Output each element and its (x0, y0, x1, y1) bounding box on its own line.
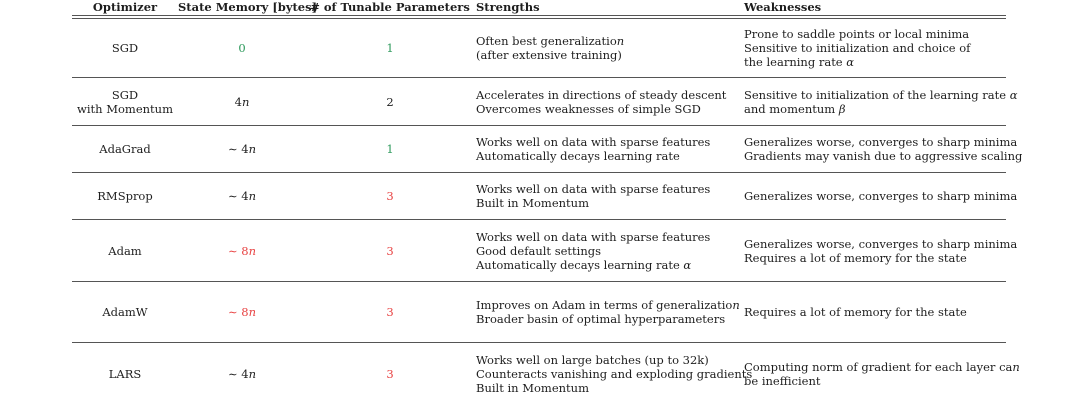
row-separator (72, 125, 1006, 126)
tunable-parameters-value: 1 (386, 142, 394, 156)
weaknesses-text-line: Computing norm of gradient for each laye… (744, 360, 1020, 374)
strengths-text-line: Counteracts vanishing and exploding grad… (476, 367, 753, 381)
strengths-text-line: Automatically decays learning rate α (476, 258, 692, 272)
strengths-text-line: (after extensive training) (476, 48, 622, 62)
strengths-text-line: Automatically decays learning rate (476, 149, 680, 163)
weaknesses-text-line: Generalizes worse, converges to sharp mi… (744, 237, 1018, 251)
optimizer-name-line: Adam (108, 244, 142, 258)
table-row: SGD with Momentum 4n 2 Accelerates in direct… (72, 78, 1017, 125)
row-separator (72, 219, 1006, 220)
tunable-parameters-value: 3 (386, 305, 394, 319)
table-row: RMSprop ∼ 4n 3 Works well on data with spar… (72, 173, 1017, 219)
strengths-text-line: Built in Momentum (476, 381, 589, 395)
optimizer-name-line: LARS (108, 367, 142, 381)
optimizer-name: SGD (72, 41, 178, 55)
strengths-text-line: Broader basin of optimal hyperparameters (476, 312, 726, 326)
weaknesses-text: Prone to saddle points or local minima Se… (744, 27, 970, 69)
optimizer-name: AdaGrad (72, 142, 178, 156)
state-memory-value: 0 (238, 41, 246, 55)
optimizer-name-line: with Momentum (77, 102, 173, 116)
optimizer-name: LARS (72, 367, 178, 381)
table-row: Adam ∼ 8n 3 Works well on data with sparse … (72, 220, 1017, 281)
optimizer-name-line: SGD (111, 41, 139, 55)
table-row: LARS ∼ 4n 3 Works well on large batches (up… (72, 343, 1020, 405)
weaknesses-text: Generalizes worse, converges to sharp mi… (744, 237, 1017, 265)
optimizer-name: AdamW (72, 305, 178, 319)
weaknesses-text: Sensitive to initialization of the learn… (744, 88, 1018, 116)
state-memory-value: ∼ 8n (227, 305, 257, 319)
weaknesses-text: Generalizes worse, converges to sharp mi… (744, 135, 1022, 163)
strengths-text-line: Improves on Adam in terms of generalizat… (476, 298, 740, 312)
table-row: AdaGrad ∼ 4n 1 Works well on data with spa… (72, 126, 1022, 172)
row-separator (72, 281, 1006, 282)
state-memory-value: 4n (234, 95, 250, 109)
tunable-parameters-value: 3 (386, 244, 394, 258)
state-memory-value: ∼ 4n (227, 142, 257, 156)
strengths-text: Improves on Adam in terms of generalizat… (476, 298, 740, 326)
tunable-parameters-value: 2 (386, 95, 394, 109)
optimizer-comparison-table: Optimizer State Memory [bytes] # of Tuna… (72, 0, 1022, 405)
header-rule-bottom (72, 18, 1006, 19)
weaknesses-text-line: the learning rate α (744, 55, 855, 69)
optimizer-name-line: AdamW (102, 305, 148, 319)
strengths-text-line: Works well on data with sparse features (476, 230, 711, 244)
optimizer-name: RMSprop (72, 189, 178, 203)
header-tunable-parameters: # of Tunable Parameters (310, 0, 470, 14)
strengths-text: Accelerates in directions of steady desc… (476, 88, 726, 116)
optimizer-name: Adam (72, 244, 178, 258)
strengths-text-line: Works well on large batches (up to 32k) (476, 353, 709, 367)
table-row: SGD 0 1 Often best generalization (after ext… (72, 19, 1006, 77)
weaknesses-text-line: Requires a lot of memory for the state (744, 251, 967, 265)
strengths-text: Works well on data with sparse features B… (476, 182, 710, 210)
header-state-memory: State Memory [bytes] (178, 0, 318, 14)
weaknesses-text-line: Sensitive to initialization and choice o… (744, 41, 971, 55)
strengths-text: Often best generalization (after extensiv… (476, 34, 624, 62)
weaknesses-text-line: Prone to saddle points or local minima (744, 27, 970, 41)
tunable-parameters-value: 1 (386, 41, 394, 55)
state-memory-value: ∼ 4n (227, 367, 257, 381)
strengths-text-line: Built in Momentum (476, 196, 589, 210)
header-rule-top (72, 15, 1006, 16)
row-separator (72, 172, 1006, 173)
weaknesses-text: Requires a lot of memory for the state (744, 305, 967, 319)
row-separator (72, 77, 1006, 78)
strengths-text-line: Overcomes weaknesses of simple SGD (476, 102, 701, 116)
state-memory-value: ∼ 8n (227, 244, 257, 258)
weaknesses-text-line: Generalizes worse, converges to sharp mi… (744, 189, 1018, 203)
optimizer-name: SGD with Momentum (72, 88, 178, 116)
header-strengths: Strengths (476, 0, 540, 14)
strengths-text: Works well on data with sparse features G… (476, 230, 710, 272)
strengths-text-line: Often best generalization (476, 34, 625, 48)
strengths-text-line: Accelerates in directions of steady desc… (476, 88, 727, 102)
weaknesses-text-line: be inefficient (744, 374, 821, 388)
table-row: AdamW ∼ 8n 3 Improves on Adam in terms of g… (72, 282, 1006, 342)
weaknesses-text: Computing norm of gradient for each laye… (744, 360, 1020, 388)
header-optimizer: Optimizer (92, 0, 158, 14)
strengths-text-line: Works well on data with sparse features (476, 135, 711, 149)
weaknesses-text-line: Sensitive to initialization of the learn… (744, 88, 1018, 102)
state-memory-value: ∼ 4n (227, 189, 257, 203)
optimizer-name-line: RMSprop (97, 189, 153, 203)
weaknesses-text-line: Generalizes worse, converges to sharp mi… (744, 135, 1018, 149)
tunable-parameters-value: 3 (386, 189, 394, 203)
weaknesses-text-line: Requires a lot of memory for the state (744, 305, 967, 319)
weaknesses-text: Generalizes worse, converges to sharp mi… (744, 189, 1017, 203)
tunable-parameters-value: 3 (386, 367, 394, 381)
optimizer-name-line: AdaGrad (99, 142, 151, 156)
header-weaknesses: Weaknesses (744, 0, 822, 14)
strengths-text-line: Works well on data with sparse features (476, 182, 711, 196)
strengths-text: Works well on data with sparse features … (476, 135, 710, 163)
row-separator (72, 342, 1006, 343)
optimizer-name-line: SGD (111, 88, 139, 102)
weaknesses-text-line: and momentum β (744, 102, 846, 116)
strengths-text: Works well on large batches (up to 32k) C… (476, 353, 752, 395)
weaknesses-text-line: Gradients may vanish due to aggressive s… (744, 149, 1023, 163)
strengths-text-line: Good default settings (476, 244, 601, 258)
